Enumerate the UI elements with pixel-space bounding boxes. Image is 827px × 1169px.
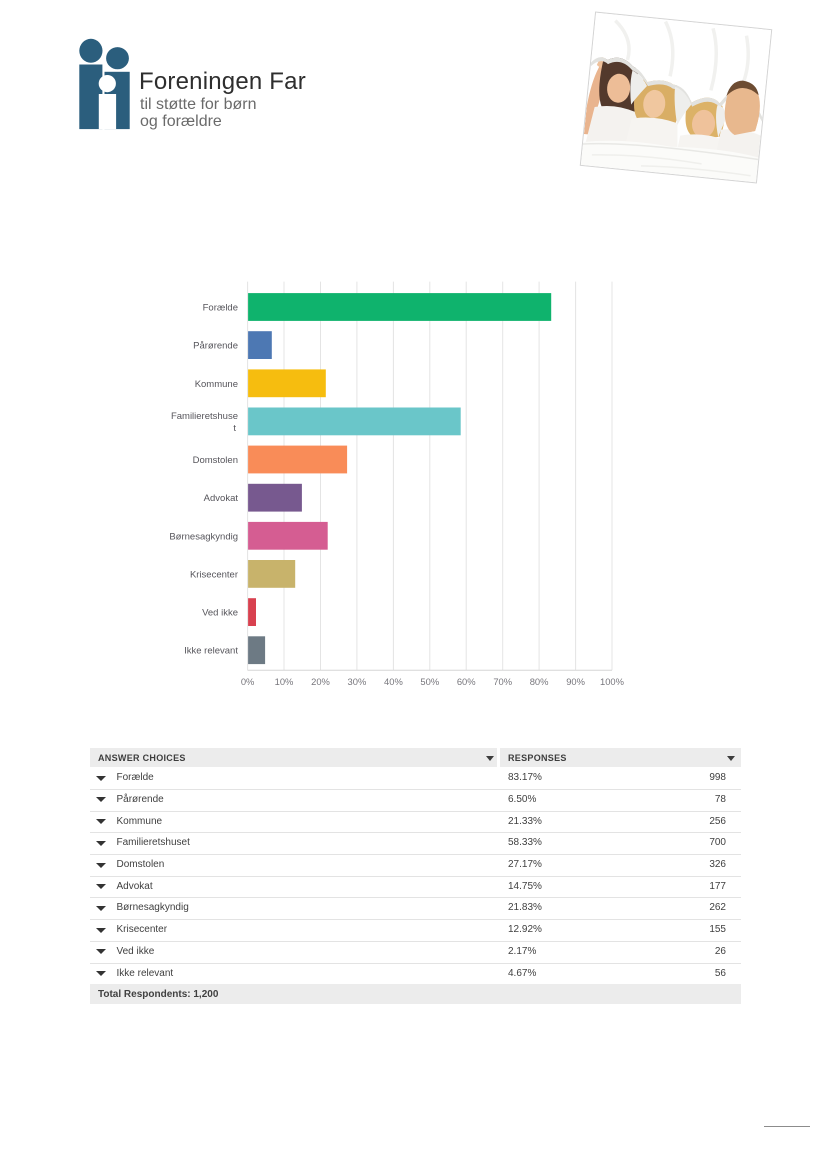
svg-text:50%: 50% <box>420 676 439 687</box>
svg-text:60%: 60% <box>457 676 476 687</box>
svg-text:100%: 100% <box>600 676 624 687</box>
svg-text:10%: 10% <box>275 676 294 687</box>
svg-text:t: t <box>233 423 236 434</box>
svg-text:Domstolen: Domstolen <box>193 455 238 466</box>
svg-text:80%: 80% <box>530 676 549 687</box>
svg-text:Kommune: Kommune <box>195 379 238 390</box>
svg-text:Ved ikke: Ved ikke <box>202 608 238 619</box>
svg-text:30%: 30% <box>348 676 367 687</box>
svg-text:Familieretshuse: Familieretshuse <box>171 411 238 422</box>
svg-text:0%: 0% <box>241 676 255 687</box>
svg-text:Børnesagkyndig: Børnesagkyndig <box>169 531 238 542</box>
svg-text:40%: 40% <box>384 676 403 687</box>
svg-text:70%: 70% <box>493 676 512 687</box>
svg-text:90%: 90% <box>566 676 585 687</box>
svg-text:Ikke relevant: Ikke relevant <box>184 646 238 657</box>
svg-text:Pårørende: Pårørende <box>193 341 238 352</box>
svg-text:Krisecenter: Krisecenter <box>190 569 238 580</box>
svg-text:Forælde: Forælde <box>203 303 238 314</box>
svg-text:20%: 20% <box>311 676 330 687</box>
svg-text:Advokat: Advokat <box>204 493 239 504</box>
